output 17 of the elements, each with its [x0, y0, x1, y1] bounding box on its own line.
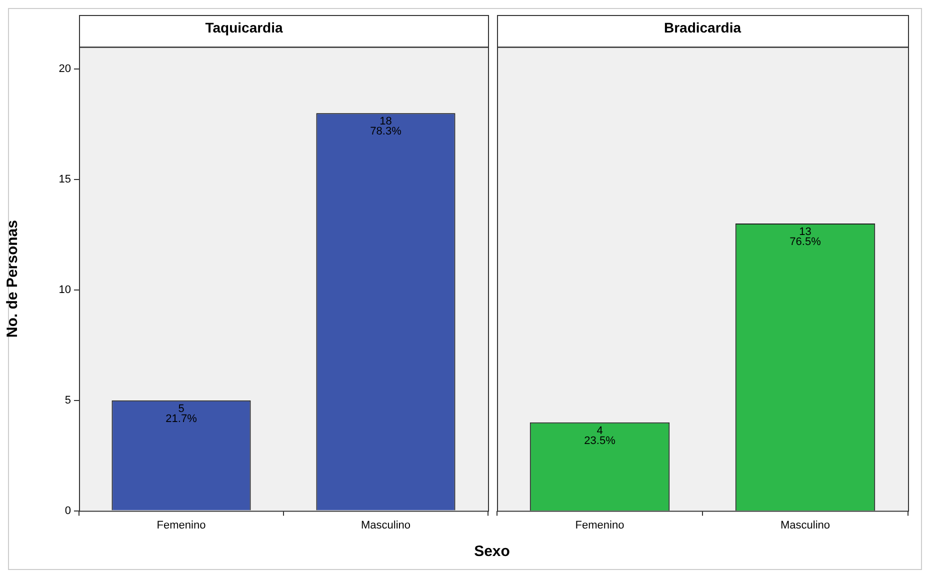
chart-title: Taquicardia: [205, 19, 283, 36]
data-label: 5 21.7%: [166, 402, 198, 425]
y-tick-label: 15: [58, 173, 71, 186]
x-tick-label: Masculino: [360, 519, 411, 532]
y-tick-label: 10: [58, 284, 71, 296]
data-label: 4 23.5%: [584, 424, 616, 447]
x-tick-label: Femenino: [156, 519, 206, 532]
x-tick-label: Masculino: [780, 519, 830, 532]
y-tick-label: 0: [64, 504, 71, 517]
y-tick-label: 20: [58, 62, 71, 75]
data-label: 13 76.5%: [790, 226, 822, 248]
y-axis-title: No. de Personas: [4, 220, 22, 338]
chart-title: Bradicardia: [664, 19, 742, 36]
data-label: 18 78.3%: [370, 116, 402, 138]
x-tick-label: Femenino: [575, 519, 624, 532]
y-tick-label: 5: [64, 394, 71, 406]
x-axis-title: Sexo: [473, 543, 511, 560]
